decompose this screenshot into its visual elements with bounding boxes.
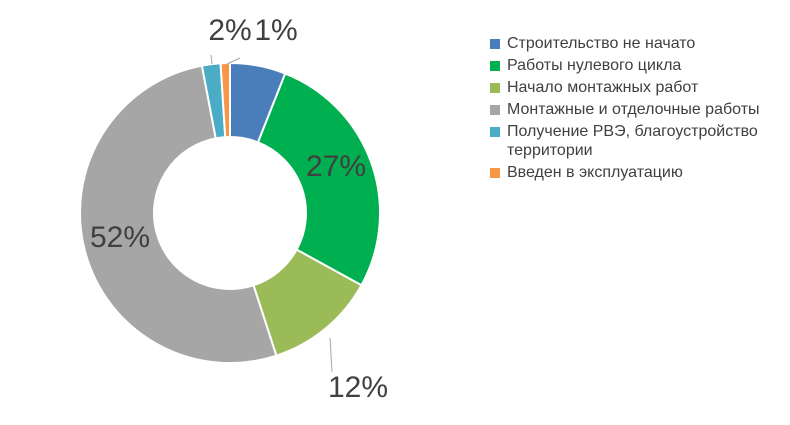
slice-3 [79,64,278,364]
leader-line-2 [329,337,333,373]
legend-label: Монтажные и отделочные работы [507,101,760,118]
data-label-1: 27% [306,150,366,183]
legend-item-installation-finishing: Монтажные и отделочные работы [490,100,780,119]
leader-line-5 [226,57,241,65]
legend-item-zero-cycle: Работы нулевого цикла [490,56,780,75]
data-label-2: 12% [328,371,388,404]
leader-line-4 [210,54,213,65]
legend-swatch [490,61,500,71]
slice-5 [219,61,231,139]
legend-item-commissioned: Введен в эксплуатацию [490,163,780,182]
legend-swatch [490,127,500,137]
legend-label: Введен в эксплуатацию [507,164,683,181]
legend-label: Начало монтажных работ [507,79,699,96]
legend-swatch [490,168,500,178]
legend: Строительство не начато Работы нулевого … [490,34,780,185]
legend-item-permit-landscaping: Получение РВЭ, благоустройство территори… [490,122,780,160]
legend-label: Работы нулевого цикла [507,57,682,74]
legend-swatch [490,83,500,93]
legend-label: Получение РВЭ, благоустройство территори… [507,123,758,159]
legend-item-installation-start: Начало монтажных работ [490,78,780,97]
data-label-3: 52% [90,221,150,254]
legend-swatch [490,39,500,49]
legend-item-not-started: Строительство не начато [490,34,780,53]
slice-1 [256,72,381,287]
legend-swatch [490,105,500,115]
legend-label: Строительство не начато [507,35,696,52]
data-label-4: 2% [208,14,251,47]
data-label-5: 1% [254,14,297,47]
